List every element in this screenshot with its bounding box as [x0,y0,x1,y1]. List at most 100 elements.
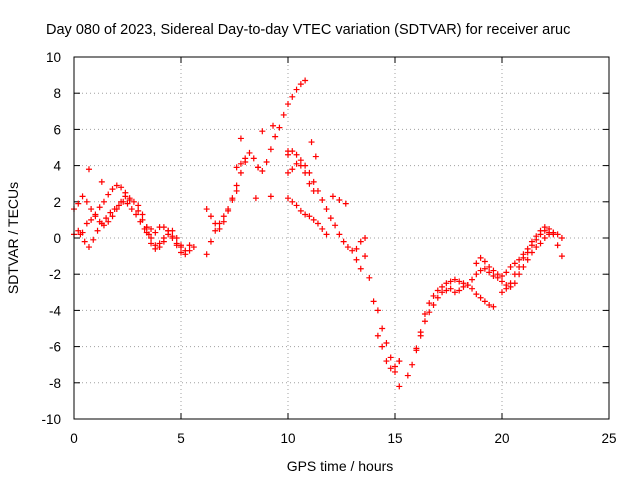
data-point [516,256,523,263]
data-point [178,242,184,249]
data-point [293,202,300,209]
data-point [464,282,471,289]
data-point [145,231,152,238]
y-tick-labels: -10 -8 -6 -4 -2 0 2 4 6 8 10 [41,50,61,427]
data-point [88,206,95,213]
data-point [558,235,565,241]
data-point [443,287,450,294]
data-point [255,164,262,171]
series-sat-e [143,224,184,249]
data-point [203,206,210,213]
data-point [473,291,480,298]
data-point [524,249,531,256]
data-point [148,240,155,247]
data-point [272,133,279,140]
data-point [533,244,540,251]
data-point [558,253,565,260]
data-point [336,231,343,238]
data-point [323,231,330,238]
data-point [289,166,296,173]
data-point [342,200,349,207]
data-point [285,169,291,176]
data-point [267,193,274,200]
data-point [392,368,398,375]
data-point [383,339,390,346]
data-point [302,77,309,84]
data-point [75,200,82,207]
data-point [297,162,304,169]
y-tick-label: -6 [49,340,61,355]
data-point [503,285,510,292]
data-point [396,358,403,365]
data-point [285,195,291,202]
data-point [289,198,296,205]
series-sat-j [285,195,330,238]
data-point [207,213,214,220]
data-point [329,193,336,200]
data-point [516,263,523,270]
data-point [511,271,518,278]
data-point [340,238,347,245]
data-point [98,178,105,185]
data-point [306,213,313,220]
data-point [310,216,317,223]
data-point [246,149,253,156]
data-point [439,283,446,290]
series-sat-d [135,202,197,258]
data-point [499,273,505,280]
data-point [546,229,553,236]
data-point [456,278,463,285]
data-point [293,160,300,167]
data-point [323,206,330,213]
data-point [494,271,501,278]
data-point [319,196,326,203]
data-point [107,209,114,216]
data-point [336,196,343,203]
data-point [533,236,540,243]
data-point [357,265,364,272]
plot-frame [73,56,610,420]
data-point [528,242,535,249]
data-point [267,146,274,153]
data-point [77,231,84,238]
data-point [220,213,227,220]
data-point [302,169,309,176]
x-tick-label: 15 [387,431,402,446]
data-point [165,227,172,234]
data-point [499,289,505,296]
data-point [383,358,390,365]
data-point [190,244,197,251]
data-point [81,238,88,245]
data-point [212,227,219,234]
chart-title: Day 080 of 2023, Sidereal Day-to-day VTE… [46,22,570,38]
data-point [233,187,240,194]
data-point [541,235,548,241]
y-tick-label: 6 [53,122,61,137]
y-tick-label: 0 [53,231,61,246]
series-sat-p [473,224,565,280]
data-point [126,196,133,203]
data-point [263,158,270,165]
data-point [233,182,240,189]
data-point [451,289,458,296]
data-point [259,128,266,135]
data-point [456,287,463,294]
x-tick-label: 20 [494,431,509,446]
data-point [443,280,450,287]
data-point [148,235,155,241]
series-sat-q [499,227,557,296]
data-point [105,218,112,225]
data-point [353,245,360,252]
series-sat-l [353,253,403,370]
data-point [503,269,510,276]
data-point [85,166,92,173]
data-point [421,318,428,325]
y-tick-label: -4 [49,303,61,318]
data-point [118,184,125,191]
data-point [439,289,446,296]
data-point [143,224,150,231]
series-sat-m [374,332,403,390]
data-point [447,285,454,292]
data-points [71,77,565,390]
